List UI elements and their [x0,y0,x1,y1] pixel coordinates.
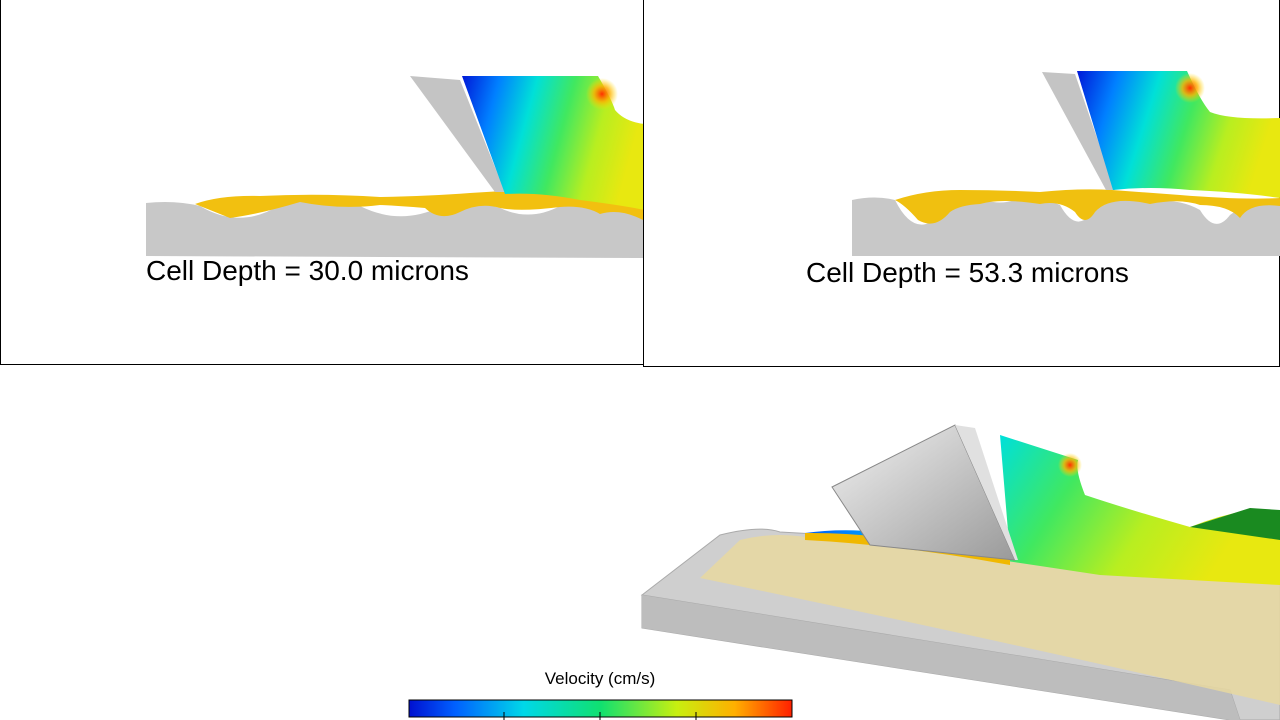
panel-label: Cell Depth = 53.3 microns [806,257,1129,288]
colorbar-title: Velocity (cm/s) [545,669,656,688]
panel-label: Cell Depth = 30.0 microns [146,255,469,286]
fluid-flow [1077,71,1280,198]
fluid-film [195,190,643,220]
panel-left: Cell Depth = 30.0 microns [0,0,645,365]
hot-spot [1058,453,1082,477]
blade-edge [955,425,1018,560]
fluid-film [895,189,1280,224]
blade [410,76,505,192]
blade [1042,72,1115,190]
hot-spot [586,78,618,110]
fluid-edge [1190,508,1280,540]
hot-spot [1175,73,1205,103]
substrate-side [642,595,1240,720]
colorbar: Velocity (cm/s) [408,669,793,720]
view-3d [640,424,1280,720]
fluid-3d [700,535,1280,705]
substrate [146,200,643,258]
panel-right: Cell Depth = 53.3 microns [643,0,1280,367]
substrate [852,197,1280,256]
